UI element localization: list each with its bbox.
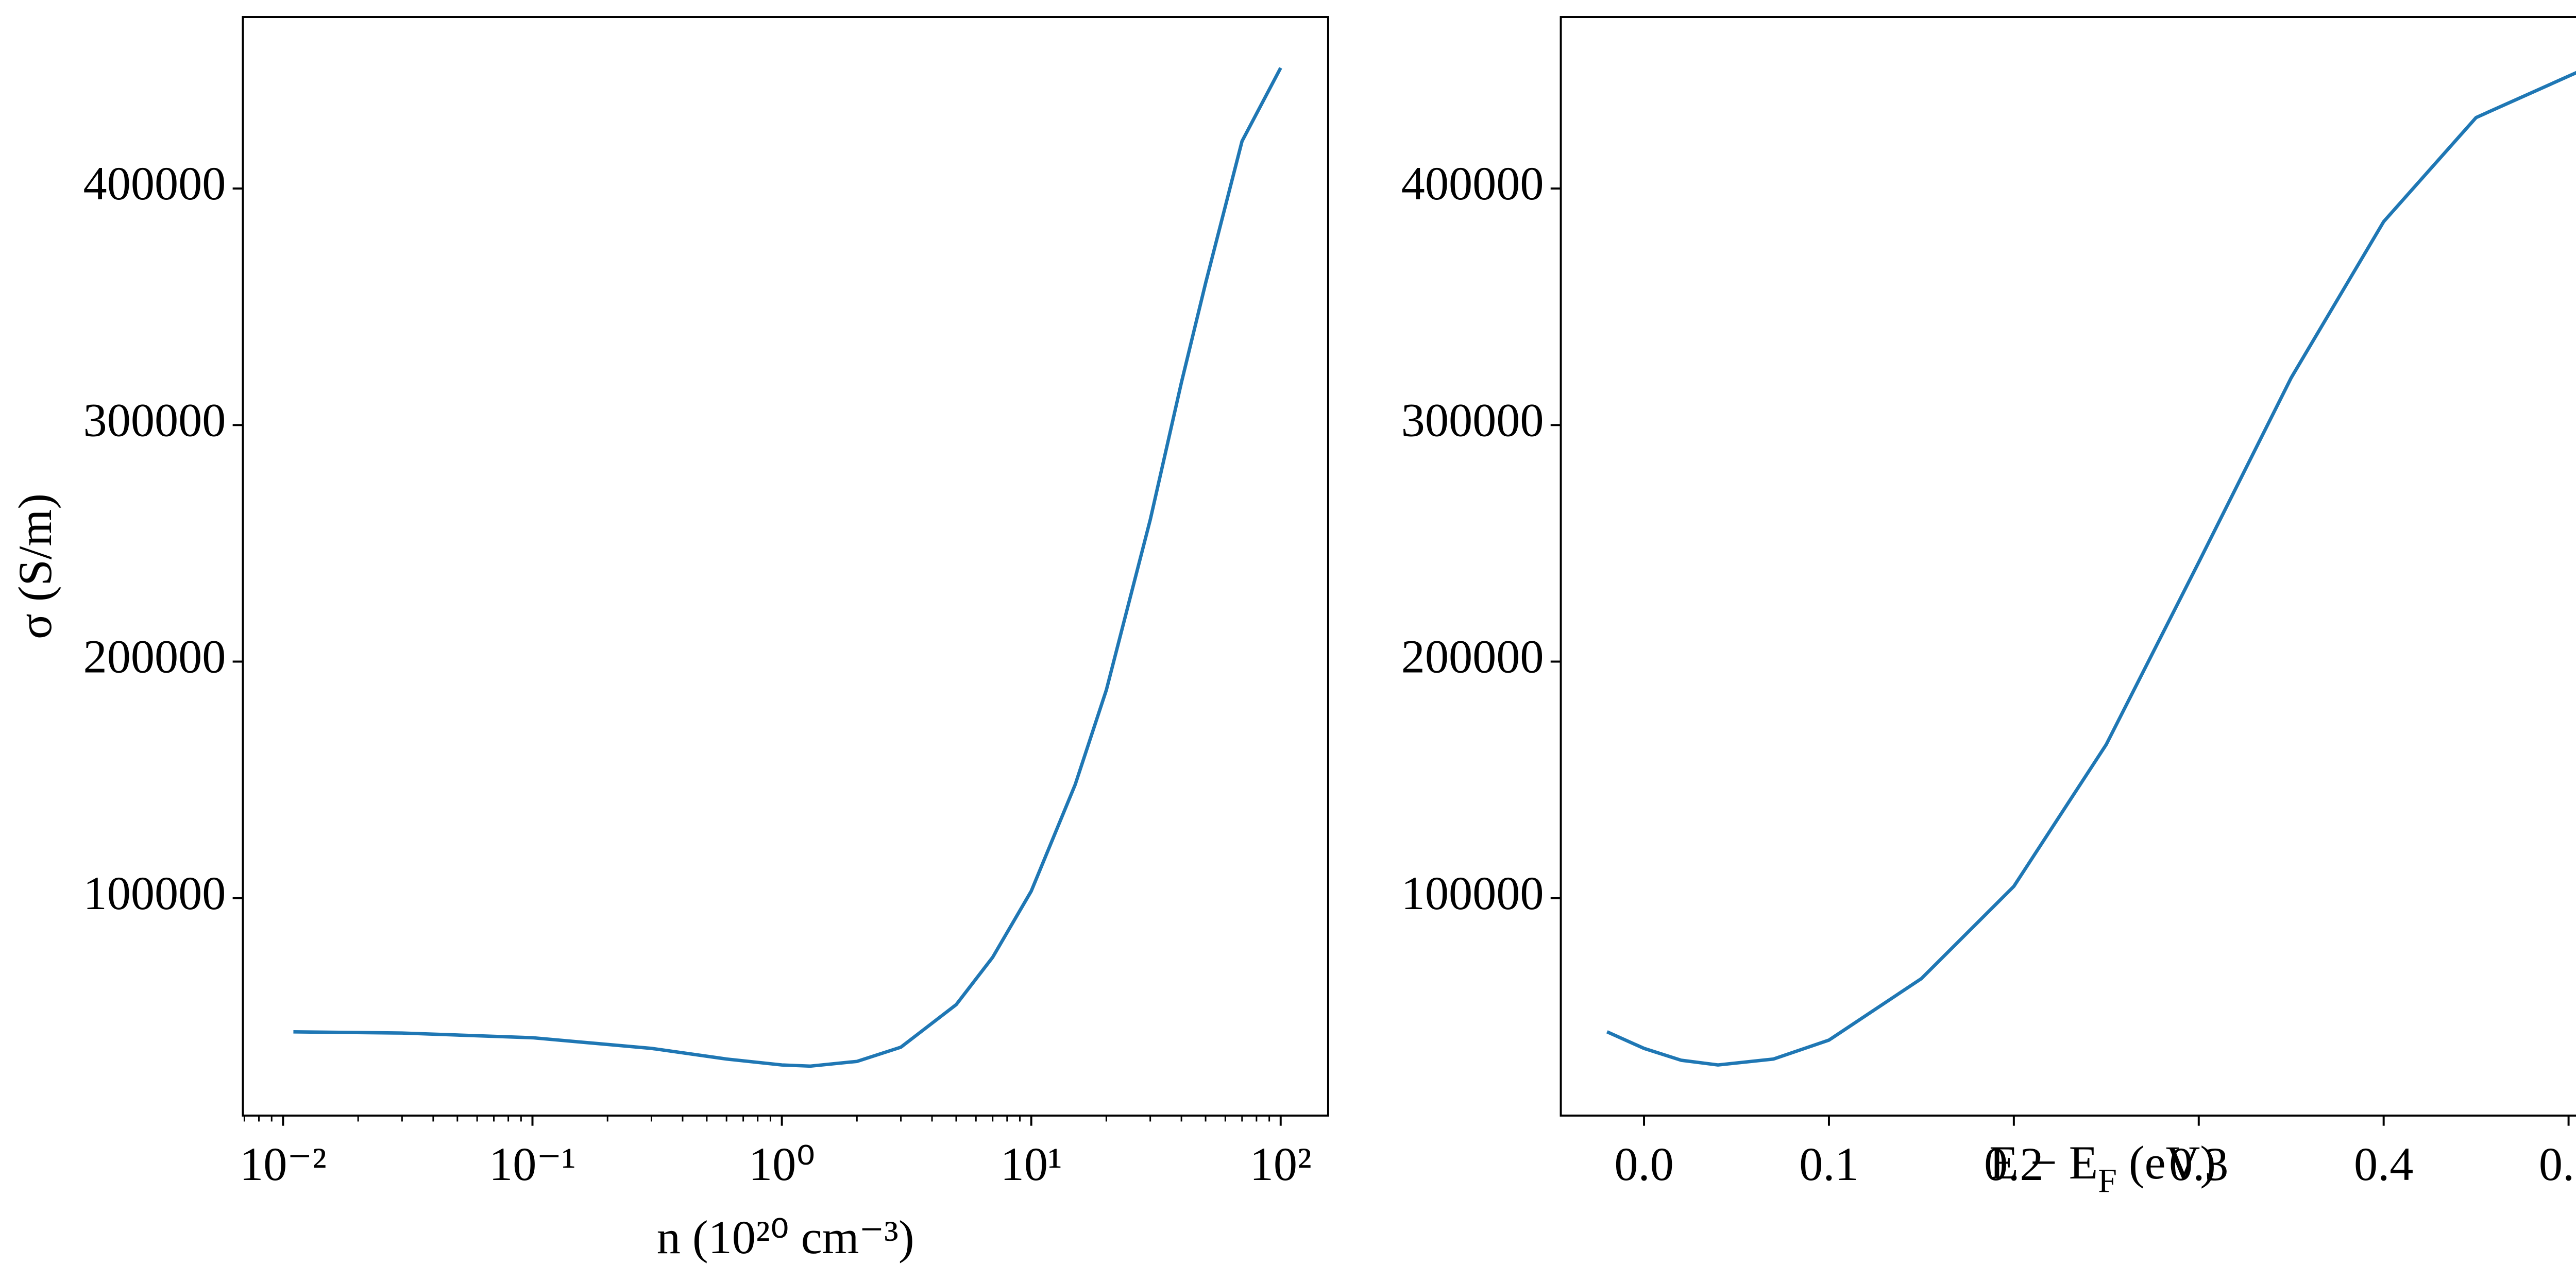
- y-tick-label: 100000: [1401, 867, 1544, 919]
- y-axis-label: σ (S/m): [9, 493, 61, 639]
- x-axis-label-unit: (eV): [2117, 1136, 2216, 1189]
- y-tick-label: 400000: [1401, 157, 1544, 210]
- x-tick-label: 0.0: [1614, 1138, 1673, 1190]
- x-tick-label: 10⁰: [749, 1138, 815, 1190]
- y-tick-label: 100000: [83, 867, 226, 919]
- data-line: [1606, 71, 2576, 1067]
- data-line: [293, 67, 1282, 1068]
- x-tick-label: 10²: [1250, 1138, 1312, 1190]
- x-tick-label: 0.5: [2539, 1138, 2576, 1190]
- x-tick-label: 10¹: [1001, 1138, 1062, 1190]
- x-axis-label-main: E − E: [1989, 1136, 2098, 1189]
- x-tick-label: 10⁻¹: [489, 1138, 576, 1190]
- y-tick-label: 300000: [1401, 394, 1544, 446]
- y-tick-label: 400000: [83, 157, 226, 210]
- x-tick-label: 0.2: [1984, 1138, 2043, 1190]
- x-tick-label: 0.4: [2354, 1138, 2413, 1190]
- x-tick-label: 0.1: [1799, 1138, 1858, 1190]
- x-axis-label: E − EF (eV): [1989, 1136, 2216, 1200]
- plot-frame: [1560, 16, 2576, 1117]
- y-tick-label: 300000: [83, 394, 226, 446]
- y-tick-label: 200000: [83, 630, 226, 683]
- x-tick-label: 0.3: [2169, 1138, 2228, 1190]
- x-axis-label-subscript: F: [2098, 1162, 2117, 1200]
- plot-frame: [242, 16, 1329, 1117]
- y-tick-label: 200000: [1401, 630, 1544, 683]
- x-tick-label: 10⁻²: [240, 1138, 327, 1190]
- x-axis-label: n (10²⁰ cm⁻³): [657, 1211, 914, 1263]
